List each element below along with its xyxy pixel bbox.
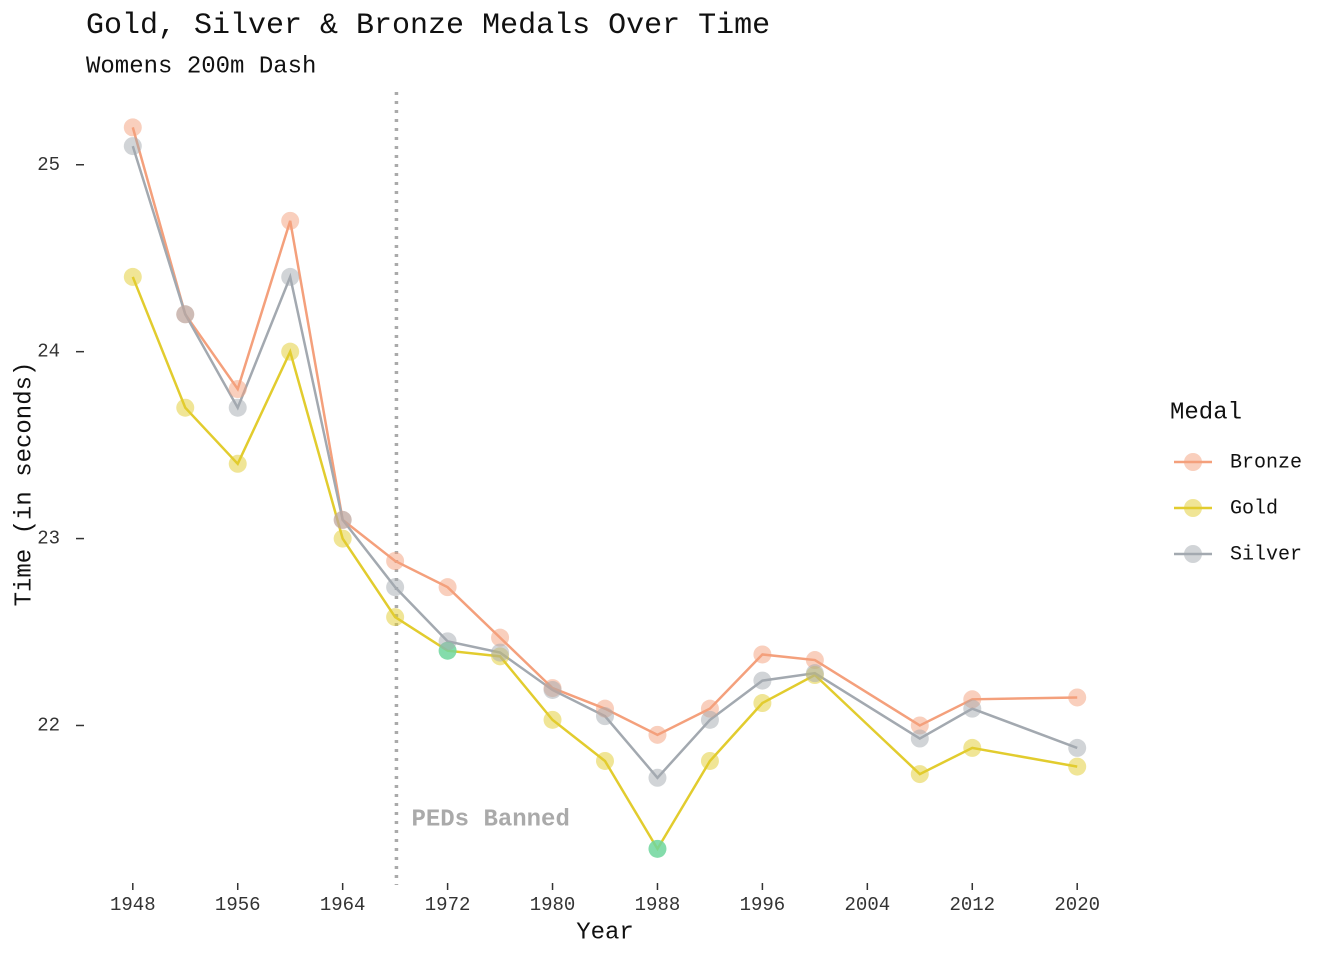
x-tick-label: 2012 (949, 894, 995, 916)
data-point (228, 454, 247, 473)
data-point (281, 342, 300, 361)
chart-subtitle: Womens 200m Dash (86, 53, 316, 80)
chart-title: Gold, Silver & Bronze Medals Over Time (86, 9, 770, 43)
x-tick-label: 1964 (320, 894, 366, 916)
legend-label: Silver (1230, 543, 1302, 566)
data-point (228, 380, 247, 399)
data-point (910, 729, 929, 748)
x-axis-label: Year (576, 919, 634, 946)
data-point (228, 398, 247, 417)
data-point (281, 211, 300, 230)
y-tick-label: 23 (37, 528, 60, 550)
series-line (131, 145, 1078, 780)
legend-label: Bronze (1230, 451, 1302, 474)
y-axis-label: Time (in seconds) (11, 362, 38, 607)
data-point (648, 768, 667, 787)
data-point (700, 710, 719, 729)
data-point (491, 643, 510, 662)
annotation: PEDs Banned (411, 806, 569, 833)
data-point (333, 510, 352, 529)
data-point (386, 552, 405, 570)
data-point (963, 699, 982, 718)
x-tick-label: 1996 (740, 894, 786, 916)
data-point (1068, 738, 1087, 757)
y-tick-label: 22 (37, 714, 60, 736)
data-point (805, 651, 824, 670)
x-tick-label: 1948 (110, 894, 156, 916)
data-point (281, 267, 300, 286)
y-tick-label: 25 (37, 154, 60, 176)
data-point (438, 632, 457, 651)
data-point (753, 694, 772, 713)
series-line (131, 127, 1078, 737)
data-point (596, 707, 614, 726)
legend-marker (1184, 545, 1202, 563)
data-point (910, 765, 929, 784)
data-point (805, 664, 824, 683)
data-point (438, 578, 457, 597)
legend-marker (1184, 453, 1202, 471)
data-point (386, 578, 405, 597)
x-tick-label: 1972 (425, 894, 471, 916)
data-point (123, 137, 142, 156)
data-point (753, 671, 772, 690)
y-tick-label: 24 (37, 341, 60, 363)
legend-label: Gold (1230, 497, 1278, 520)
data-point (176, 305, 195, 324)
x-tick-label: 2004 (845, 894, 891, 916)
x-tick-label: 1988 (635, 894, 681, 916)
data-point (543, 710, 562, 729)
data-point (1068, 688, 1087, 707)
data-point (648, 725, 667, 744)
data-point (543, 680, 562, 699)
legend-marker (1184, 499, 1202, 517)
data-point (963, 738, 982, 757)
data-point (176, 398, 195, 417)
data-point (491, 628, 510, 647)
data-point (753, 645, 772, 664)
data-point (596, 751, 614, 770)
x-tick-label: 1980 (530, 894, 576, 916)
data-point (123, 267, 142, 286)
data-point (123, 118, 142, 137)
legend-title: Medal (1170, 399, 1242, 426)
data-point (386, 608, 405, 627)
data-point (333, 529, 352, 548)
x-tick-label: 2020 (1054, 894, 1100, 916)
data-point (648, 839, 667, 858)
data-point (1068, 757, 1087, 776)
x-tick-label: 1956 (215, 894, 261, 916)
data-point (910, 716, 929, 735)
data-point (700, 751, 719, 770)
